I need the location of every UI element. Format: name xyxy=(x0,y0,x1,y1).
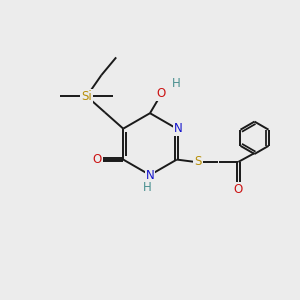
Text: N: N xyxy=(174,122,183,135)
Text: O: O xyxy=(93,153,102,166)
Text: N: N xyxy=(146,169,154,182)
Text: H: H xyxy=(143,181,152,194)
Text: O: O xyxy=(234,183,243,196)
Text: Si: Si xyxy=(81,90,92,103)
Text: H: H xyxy=(172,77,181,90)
Text: O: O xyxy=(156,87,165,100)
Text: S: S xyxy=(194,155,202,168)
